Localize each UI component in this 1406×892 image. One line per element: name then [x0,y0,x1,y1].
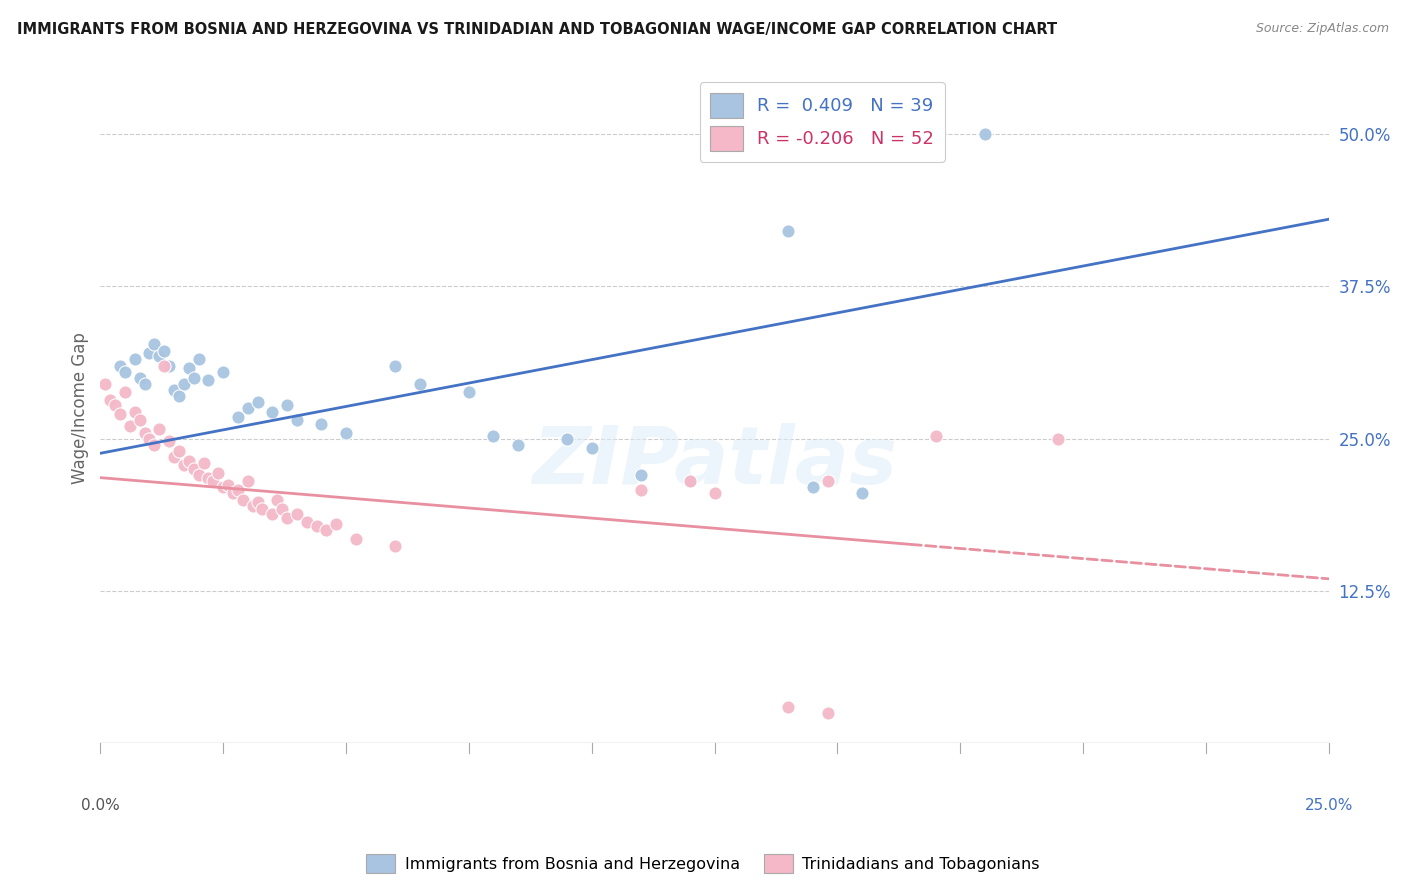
Text: ZIPatlas: ZIPatlas [531,423,897,500]
Point [202,475,225,489]
Point [124,352,146,367]
Point [118,419,141,434]
Point [197,470,219,484]
Point [197,373,219,387]
Point [108,407,131,421]
Text: 25.0%: 25.0% [1305,798,1353,814]
Text: Source: ZipAtlas.com: Source: ZipAtlas.com [1256,22,1389,36]
Point [924,429,946,443]
Point [311,417,333,431]
Point [114,365,136,379]
Point [271,502,294,516]
Point [344,532,367,546]
Point [506,438,529,452]
Point [212,480,235,494]
Point [138,346,160,360]
Point [226,409,249,424]
Point [124,405,146,419]
Point [153,359,176,373]
Point [285,413,308,427]
Point [817,475,839,489]
Point [266,492,288,507]
Point [817,706,839,720]
Point [482,429,505,443]
Y-axis label: Wage/Income Gap: Wage/Income Gap [72,332,89,484]
Point [409,376,432,391]
Point [134,425,156,440]
Point [143,336,166,351]
Point [236,401,259,416]
Point [226,483,249,497]
Point [98,392,121,407]
Point [153,343,176,358]
Point [173,376,195,391]
Point [167,389,190,403]
Point [295,515,318,529]
Point [285,507,308,521]
Point [555,432,578,446]
Point [157,359,180,373]
Point [163,383,186,397]
Point [183,370,205,384]
Point [163,450,186,464]
Point [778,699,800,714]
Point [114,385,136,400]
Point [183,462,205,476]
Point [148,349,170,363]
Point [630,483,652,497]
Point [217,478,239,492]
Point [143,438,166,452]
Point [679,475,702,489]
Point [167,443,190,458]
Text: IMMIGRANTS FROM BOSNIA AND HERZEGOVINA VS TRINIDADIAN AND TOBAGONIAN WAGE/INCOME: IMMIGRANTS FROM BOSNIA AND HERZEGOVINA V… [17,22,1057,37]
Point [276,511,298,525]
Point [851,486,873,500]
Legend: Immigrants from Bosnia and Herzegovina, Trinidadians and Tobagonians: Immigrants from Bosnia and Herzegovina, … [360,847,1046,880]
Point [128,370,150,384]
Point [104,397,127,411]
Point [276,397,298,411]
Point [325,516,347,531]
Text: 0.0%: 0.0% [82,798,120,814]
Point [128,413,150,427]
Point [778,224,800,238]
Point [457,385,479,400]
Point [236,475,259,489]
Point [242,499,264,513]
Point [305,519,328,533]
Point [703,486,725,500]
Point [232,492,254,507]
Point [177,453,200,467]
Point [187,468,209,483]
Point [262,405,284,419]
Point [262,507,284,521]
Point [193,456,215,470]
Point [94,376,117,391]
Point [246,495,269,509]
Legend: R =  0.409   N = 39, R = -0.206   N = 52: R = 0.409 N = 39, R = -0.206 N = 52 [700,82,945,162]
Point [148,422,170,436]
Point [134,376,156,391]
Point [252,502,274,516]
Point [222,486,245,500]
Point [187,352,209,367]
Point [108,359,131,373]
Point [581,442,603,456]
Point [138,432,160,446]
Point [384,359,406,373]
Point [246,395,269,409]
Point [212,365,235,379]
Point [177,360,200,375]
Point [384,539,406,553]
Point [630,468,652,483]
Point [315,523,337,537]
Point [335,425,357,440]
Point [173,458,195,473]
Point [801,480,824,494]
Point [1047,432,1070,446]
Point [679,475,702,489]
Point [973,127,995,141]
Point [207,466,229,480]
Point [157,434,180,448]
